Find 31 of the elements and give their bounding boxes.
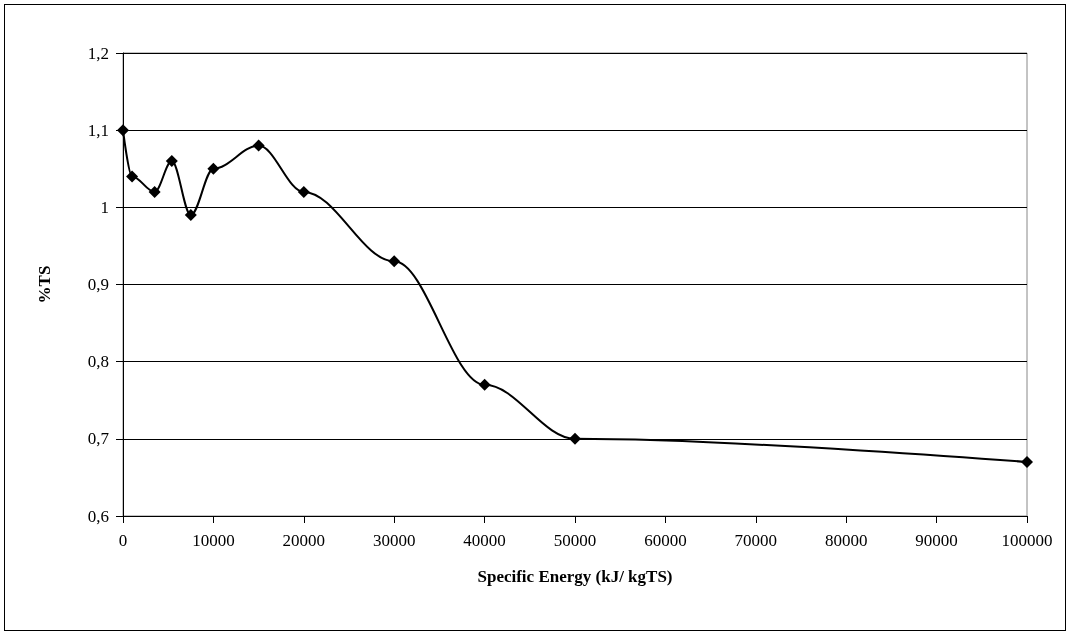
x-tick-label: 0 — [118, 531, 128, 550]
point — [184, 209, 197, 222]
x-tick-label: 10000 — [192, 531, 235, 550]
x-axis-title: Specific Energy (kJ/ kgTS) — [477, 567, 673, 586]
y-tick-label: 0,7 — [87, 429, 110, 449]
x-tick-label: 30000 — [372, 531, 416, 550]
x-tick-label: 90000 — [915, 531, 958, 550]
x-tick-label: 100000 — [1001, 531, 1053, 550]
point — [388, 255, 401, 268]
y-tick-label: 1 — [100, 197, 109, 217]
point — [1021, 455, 1033, 468]
y-tick-label: 0,6 — [87, 506, 109, 526]
point — [478, 378, 491, 391]
point — [165, 155, 178, 168]
x-tick-label: 80000 — [824, 531, 868, 550]
x-tick-label: 40000 — [463, 531, 506, 550]
y-tick-label: 0,8 — [87, 352, 109, 372]
y-tick-label: 0,9 — [87, 275, 109, 294]
point — [148, 185, 161, 198]
point — [569, 432, 581, 445]
x-tick-label: 20000 — [282, 531, 326, 550]
y-axis-title: %TS — [35, 265, 54, 304]
x-tick-label: 50000 — [553, 531, 597, 550]
y-tick-label: 1,2 — [87, 43, 109, 63]
y-tick-label: 1,1 — [87, 120, 109, 140]
point — [252, 139, 265, 152]
x-tick-label: 70000 — [734, 531, 778, 550]
point — [207, 162, 220, 175]
x-tick-label: 60000 — [644, 531, 687, 550]
point — [297, 185, 310, 198]
point — [126, 170, 139, 183]
